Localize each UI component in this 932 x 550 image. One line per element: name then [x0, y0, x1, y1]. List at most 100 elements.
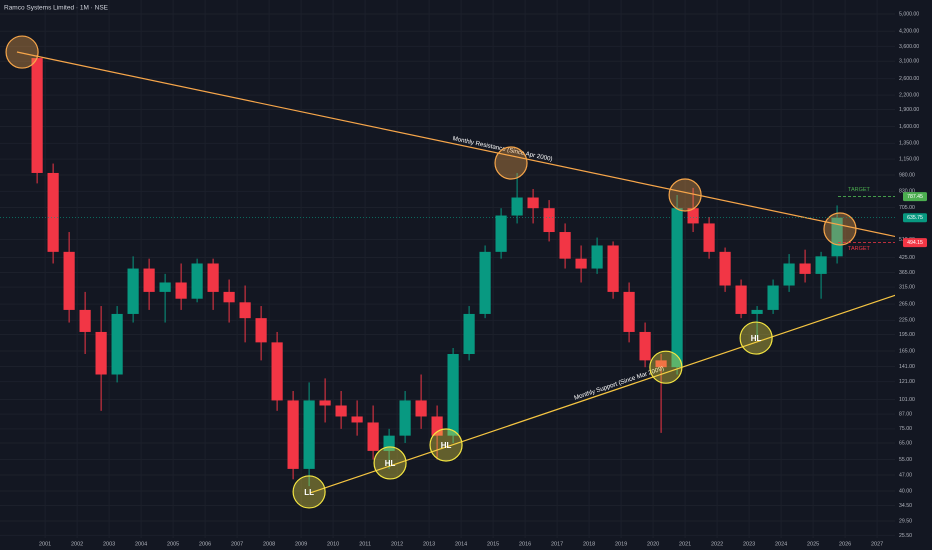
y-tick-label: 2,200.00 — [899, 92, 919, 98]
candle-body — [831, 217, 843, 257]
y-tick-label: 980.00 — [899, 172, 915, 178]
candle-body — [735, 285, 747, 314]
y-tick-label: 1,600.00 — [899, 124, 919, 130]
x-tick-label: 2015 — [487, 541, 499, 547]
y-tick-label: 1,900.00 — [899, 107, 919, 113]
candle-body — [719, 251, 731, 286]
pivot-circle — [739, 321, 773, 355]
y-tick-label: 5,000.00 — [899, 11, 919, 17]
candle-body — [367, 422, 379, 451]
candle-body — [143, 268, 155, 292]
pivot-circle — [373, 446, 407, 480]
candle-body — [703, 223, 715, 252]
candle-body — [191, 263, 203, 299]
y-tick-label: 3,100.00 — [899, 59, 919, 65]
candle-body — [767, 285, 779, 310]
y-tick-label: 225.00 — [899, 318, 915, 324]
x-tick-label: 2013 — [423, 541, 435, 547]
y-tick-label: 34.50 — [899, 503, 912, 509]
pivot-circle — [5, 35, 39, 69]
candle-body — [95, 331, 107, 375]
x-tick-label: 2006 — [199, 541, 211, 547]
x-tick-label: 2007 — [231, 541, 243, 547]
x-tick-label: 2017 — [551, 541, 563, 547]
candle-body — [671, 208, 683, 368]
y-tick-label: 195.00 — [899, 332, 915, 338]
candle-body — [63, 251, 75, 310]
y-tick-label: 830.00 — [899, 189, 915, 195]
x-tick-label: 2021 — [679, 541, 691, 547]
price-box — [903, 192, 927, 202]
x-tick-label: 2020 — [647, 541, 659, 547]
y-tick-label: 65.00 — [899, 440, 912, 446]
y-tick-label: 40.00 — [899, 488, 912, 494]
candle-body — [159, 282, 171, 292]
x-tick-label: 2022 — [711, 541, 723, 547]
pivot-circle — [292, 475, 326, 509]
pivot-label: LL — [304, 488, 314, 497]
x-tick-label: 2023 — [743, 541, 755, 547]
y-tick-label: 425.00 — [899, 255, 915, 261]
x-tick-label: 2014 — [455, 541, 467, 547]
candle-body — [351, 416, 363, 423]
candle-body — [335, 405, 347, 417]
y-tick-label: 705.00 — [899, 205, 915, 211]
candle-body — [255, 318, 267, 343]
price-axis — [895, 0, 932, 550]
candle-body — [815, 256, 827, 274]
y-tick-label: 4,200.00 — [899, 29, 919, 35]
y-tick-label: 2,600.00 — [899, 76, 919, 82]
candle-body — [655, 360, 667, 368]
x-tick-label: 2010 — [327, 541, 339, 547]
candle-body — [31, 58, 43, 173]
pivot-label: HL — [441, 441, 452, 450]
y-tick-label: 101.00 — [899, 397, 915, 403]
pivot-label: HL — [385, 459, 396, 468]
pivot-circle — [494, 146, 528, 180]
pivot-label: HL — [751, 334, 762, 343]
candle-body — [751, 309, 763, 314]
price-box-label: 787.45 — [907, 194, 923, 200]
y-tick-label: 3,600.00 — [899, 44, 919, 50]
pivot-circle — [668, 178, 702, 212]
candle-body — [607, 245, 619, 292]
y-tick-label: 141.00 — [899, 364, 915, 370]
candle-body — [239, 302, 251, 319]
y-tick-label: 1,350.00 — [899, 141, 919, 147]
candle-body — [175, 282, 187, 299]
y-tick-label: 365.00 — [899, 270, 915, 276]
y-tick-label: 121.00 — [899, 379, 915, 385]
y-tick-label: 25.50 — [899, 533, 912, 539]
y-tick-label: 55.00 — [899, 457, 912, 463]
y-tick-label: 75.00 — [899, 426, 912, 432]
candle-body — [783, 263, 795, 286]
x-tick-label: 2003 — [103, 541, 115, 547]
candle-body — [511, 197, 523, 216]
x-tick-label: 2008 — [263, 541, 275, 547]
trendline — [16, 51, 932, 245]
candle-body — [271, 342, 283, 401]
trendline — [309, 282, 932, 494]
candle-body — [495, 215, 507, 252]
candle-body — [559, 232, 571, 259]
chart-title: Ramco Systems Limited · 1M · NSE — [4, 5, 109, 12]
pivot-circle — [823, 212, 857, 246]
candle-body — [639, 331, 651, 361]
x-tick-label: 2012 — [391, 541, 403, 547]
candle-body — [207, 263, 219, 292]
candle-body — [575, 258, 587, 269]
x-tick-label: 2005 — [167, 541, 179, 547]
candle-body — [127, 268, 139, 314]
y-tick-label: 165.00 — [899, 348, 915, 354]
x-tick-label: 2027 — [871, 541, 883, 547]
candle-body — [591, 245, 603, 269]
candle-body — [303, 400, 315, 469]
y-tick-label: 29.50 — [899, 518, 912, 524]
x-tick-label: 2024 — [775, 541, 787, 547]
x-tick-label: 2019 — [615, 541, 627, 547]
candle-body — [383, 435, 395, 451]
x-tick-label: 2011 — [359, 541, 371, 547]
candle-body — [447, 353, 459, 436]
candle-body — [47, 172, 59, 252]
candle-body — [319, 400, 331, 406]
